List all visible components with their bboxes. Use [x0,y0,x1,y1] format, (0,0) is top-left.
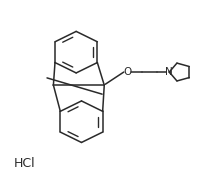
Text: N: N [165,67,172,77]
Text: O: O [123,67,131,77]
Text: HCl: HCl [13,157,35,170]
